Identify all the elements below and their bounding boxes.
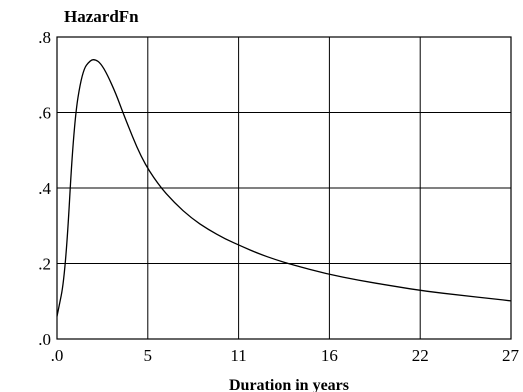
chart-title: HazardFn [64,7,139,26]
y-tick-label: .8 [38,28,51,47]
x-tick-label: 16 [321,346,338,365]
x-tick-label: 11 [230,346,246,365]
y-tick-label: .0 [38,330,51,349]
x-tick-label: 5 [144,346,153,365]
grid-lines [57,37,511,339]
y-tick-label: .6 [38,104,51,123]
y-axis-ticks: .0 .2 .4 .6 .8 [38,28,51,349]
x-tick-label: 27 [502,346,520,365]
x-tick-label: .0 [51,346,64,365]
hazard-curve-line [56,59,512,317]
plot-frame [56,36,512,340]
x-axis-label: Duration in years [229,377,349,392]
y-tick-label: .2 [38,255,51,274]
y-tick-label: .4 [38,179,51,198]
x-tick-label: 22 [412,346,429,365]
x-axis-ticks: .0 5 11 16 22 27 [51,346,520,365]
